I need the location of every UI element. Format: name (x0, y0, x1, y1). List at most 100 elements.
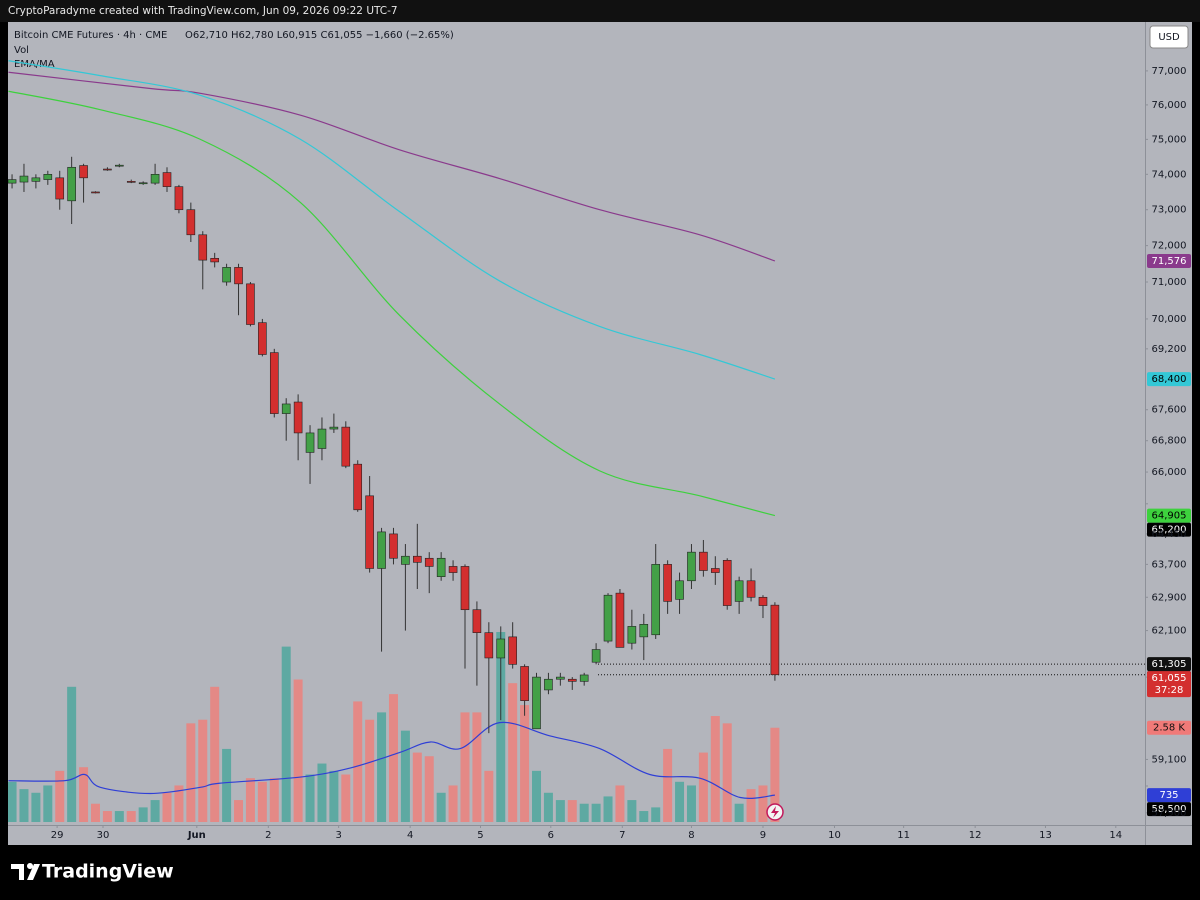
y-tick-label: 73,000 (1152, 205, 1187, 216)
y-tick-label: 77,000 (1152, 66, 1187, 77)
volume-bar (734, 803, 744, 822)
volume-bar (234, 800, 244, 822)
x-tick-label: 10 (828, 830, 841, 841)
candle-body (615, 592, 625, 648)
candle-body (675, 580, 684, 600)
chart-background (8, 22, 1192, 845)
candle-body (508, 636, 517, 665)
volume-bar (579, 803, 589, 822)
volume-bar (388, 694, 398, 822)
candle-body (317, 428, 327, 449)
price-label: 71,576 (1152, 256, 1187, 267)
x-tick-label: 8 (688, 830, 694, 841)
candle-body (460, 566, 470, 611)
volume-bar (424, 756, 434, 822)
y-tick-label: 64,450 (1152, 529, 1187, 540)
candle-body (591, 649, 601, 663)
price-label: 61,305 (1152, 659, 1187, 670)
chart-title: Bitcoin CME Futures · 4h · CME (14, 30, 167, 41)
candle-body (329, 426, 339, 430)
price-label: 735 (1159, 790, 1178, 801)
candle-body (258, 322, 267, 355)
x-tick-label: 4 (407, 830, 413, 841)
volume-bar (543, 792, 553, 822)
volume-bar (627, 800, 637, 822)
plot-area (8, 60, 1145, 822)
candle-body (389, 533, 398, 559)
candle-body (401, 555, 410, 565)
candle-body (651, 564, 661, 636)
volume-bar (484, 770, 494, 822)
candle-body (174, 186, 184, 211)
volume-bar (31, 792, 41, 822)
y-tick-label: 63,700 (1152, 559, 1187, 570)
price-label-box (1147, 508, 1191, 523)
candle-body (567, 678, 577, 682)
candle-body (269, 352, 279, 414)
candle-body (222, 267, 231, 283)
volume-bar (222, 748, 232, 822)
y-tick-label: 76,000 (1152, 100, 1187, 111)
candle-body (687, 551, 696, 582)
candle-body (496, 638, 506, 659)
candle-body (341, 426, 351, 467)
candle-body (91, 191, 100, 194)
event-icon-glyph (771, 806, 779, 818)
y-tick-label: 62,900 (1152, 592, 1187, 603)
volume-bar (174, 785, 184, 822)
candle-body (234, 267, 243, 285)
x-tick-label: 30 (97, 830, 110, 841)
volume-bar (472, 712, 482, 822)
price-label: 64,905 (1152, 511, 1187, 522)
volume-bar (269, 778, 279, 822)
candle-body (186, 209, 196, 236)
volume-bar (591, 803, 601, 822)
candle-body (413, 555, 422, 563)
candle-body (365, 495, 374, 569)
volume-ma-line (8, 721, 775, 799)
y-tick-label: 59,100 (1152, 754, 1187, 765)
volume-bar (245, 778, 255, 822)
y-tick-label: 57,900 (1152, 808, 1187, 819)
y-tick-label: 74,000 (1152, 169, 1187, 180)
price-label-box (1147, 720, 1191, 735)
candle-body (246, 283, 255, 325)
volume-bar (686, 785, 696, 822)
volume-bar (639, 811, 649, 822)
candle-body (746, 580, 756, 598)
price-label: 2.58 K (1153, 723, 1185, 734)
price-label: 37:28 (1155, 685, 1184, 696)
volume-bar (8, 781, 17, 822)
candle-body (532, 676, 541, 730)
x-tick-label: 2 (265, 830, 271, 841)
candle-body (162, 172, 172, 187)
volume-bar (19, 789, 29, 822)
indicator-name: Vol (14, 45, 29, 56)
y-tick-label: 69,200 (1152, 344, 1187, 355)
candle-body (722, 559, 732, 606)
currency[interactable]: USD (1158, 32, 1180, 43)
currency-button[interactable] (1149, 25, 1189, 49)
y-tick-label: 58,500 (1152, 804, 1187, 815)
x-tick-label: 7 (619, 830, 625, 841)
candle-body (663, 564, 672, 602)
price-label-box (1147, 657, 1191, 672)
x-tick-label: 29 (51, 830, 64, 841)
candle-body (67, 166, 76, 202)
y-tick-label: 66,000 (1152, 467, 1187, 478)
volume-bar (508, 683, 518, 822)
volume-bar (150, 800, 160, 822)
candle-body (639, 624, 649, 638)
volume-bar (722, 723, 732, 822)
volume-bar (615, 785, 625, 822)
volume-bar (43, 785, 53, 822)
volume-bar (603, 796, 613, 822)
volume-bar (210, 686, 220, 822)
y-tick-label: 75,000 (1152, 134, 1187, 145)
volume-bar (436, 792, 446, 822)
price-label-box (1147, 372, 1191, 387)
candle-body (734, 580, 744, 602)
volume-bar (520, 705, 530, 822)
candle-body (448, 566, 458, 573)
